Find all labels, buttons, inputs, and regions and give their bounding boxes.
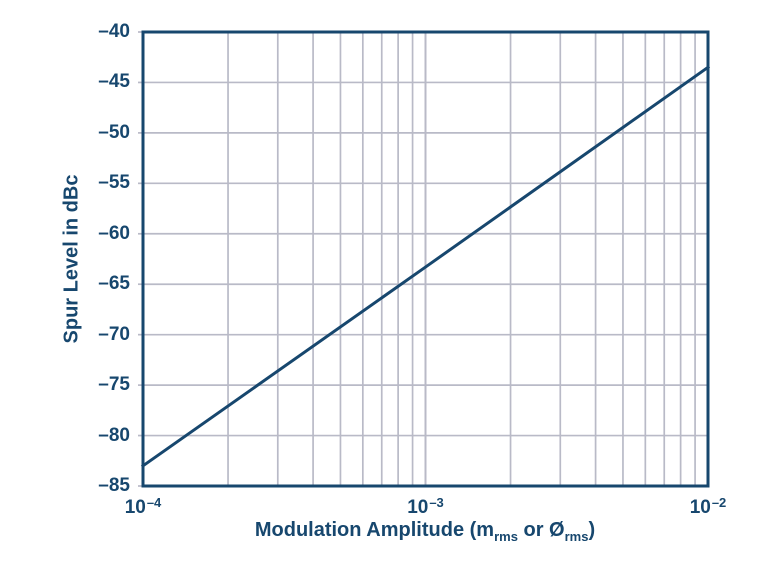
y-axis-title: Spur Level in dBc	[61, 175, 84, 344]
x-tick-label: 10–3	[391, 491, 461, 518]
y-tick-label: –75	[98, 374, 130, 396]
x-axis-title: Modulation Amplitude (mrms or Ørms)	[255, 519, 595, 544]
y-tick-label: –55	[98, 172, 130, 194]
x-tick-exponent: –2	[711, 495, 727, 510]
x-tick-base: 10	[407, 497, 429, 518]
x-tick-label: 10–4	[108, 491, 178, 518]
y-axis-title-text: Spur Level in dBc	[60, 174, 83, 344]
y-tick-label: –65	[98, 273, 130, 295]
y-tick-label: –70	[98, 323, 130, 345]
plot-border	[141, 30, 710, 488]
y-tick-label: –45	[98, 71, 130, 93]
y-tick-label: –80	[98, 424, 130, 446]
x-tick-exponent: –4	[146, 495, 162, 510]
x-axis-title-text-3: )	[588, 519, 596, 541]
x-axis-title-text-1: Modulation Amplitude (m	[254, 519, 495, 541]
x-tick-base: 10	[124, 497, 146, 518]
x-tick-exponent: –3	[429, 495, 444, 510]
y-tick-label: –60	[98, 222, 130, 244]
x-axis-title-text-2: or Ø	[517, 519, 565, 541]
y-tick-label: –40	[98, 21, 130, 42]
y-tick-label: –85	[98, 475, 130, 496]
x-axis-title-sub-2: rms	[564, 529, 589, 544]
x-tick-label: 10–2	[673, 491, 743, 518]
x-tick-base: 10	[689, 497, 711, 518]
data-line-spur-level	[140, 65, 711, 468]
x-axis-title-sub-1: rms	[494, 529, 518, 544]
y-tick-label: –50	[98, 121, 130, 143]
